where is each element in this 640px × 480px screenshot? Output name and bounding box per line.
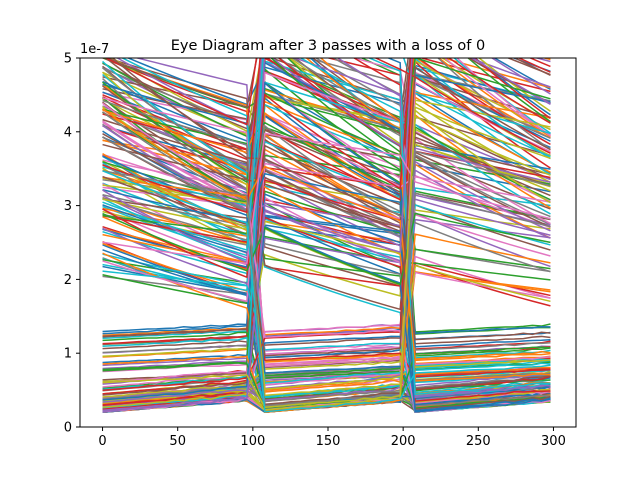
- chart-title: Eye Diagram after 3 passes with a loss o…: [171, 38, 485, 54]
- y-tick-label: 5: [64, 52, 72, 67]
- y-offset-label: 1e-7: [80, 42, 109, 57]
- trace-line: [102, 192, 551, 403]
- trace-line: [102, 58, 551, 351]
- trace-line: [102, 169, 551, 390]
- trace-line: [102, 124, 551, 254]
- trace-line: [102, 152, 551, 363]
- trace-line: [102, 107, 551, 360]
- y-tick-label: 3: [64, 199, 72, 214]
- trace-line: [104, 58, 551, 402]
- trace-line: [102, 58, 551, 399]
- trace-line: [102, 58, 551, 396]
- trace-line: [102, 58, 551, 406]
- trace-line: [102, 71, 551, 303]
- trace-line: [102, 143, 551, 345]
- trace-line: [102, 58, 551, 381]
- trace-line: [102, 58, 551, 382]
- trace-line: [102, 64, 551, 235]
- trace-line: [102, 115, 551, 398]
- y-tick-label: 0: [64, 421, 72, 436]
- trace-line: [102, 154, 551, 305]
- trace-line: [102, 58, 551, 386]
- trace-line: [102, 58, 551, 409]
- trace-line: [111, 58, 551, 341]
- trace-line: [120, 58, 551, 385]
- trace-line: [102, 91, 551, 371]
- trace-line: [102, 170, 551, 413]
- trace-line: [102, 150, 551, 407]
- x-tick-label: 250: [466, 434, 491, 449]
- y-tick-label: 2: [64, 273, 72, 288]
- x-axis: 0 50 100 150 200 250 300: [98, 427, 566, 449]
- y-axis: 0 1 2 3 4 5: [64, 52, 80, 436]
- x-tick-label: 200: [391, 434, 416, 449]
- trace-line: [102, 67, 551, 392]
- trace-line: [102, 58, 551, 368]
- trace-line: [102, 198, 551, 397]
- trace-line: [102, 58, 551, 235]
- y-tick-label: 1: [64, 347, 72, 362]
- x-tick-label: 100: [240, 434, 265, 449]
- x-tick-label: 50: [169, 434, 186, 449]
- trace-line: [102, 97, 551, 368]
- trace-line: [102, 92, 551, 352]
- trace-line: [102, 125, 551, 350]
- trace-line: [102, 144, 551, 410]
- x-tick-label: 150: [316, 434, 341, 449]
- x-tick-label: 300: [541, 434, 566, 449]
- trace-line: [102, 198, 551, 385]
- x-tick-label: 0: [98, 434, 106, 449]
- trace-line: [102, 65, 551, 357]
- trace-line: [102, 58, 551, 221]
- trace-line: [102, 58, 551, 279]
- trace-group: [102, 58, 551, 414]
- trace-line: [102, 242, 551, 408]
- trace-line: [102, 81, 551, 287]
- trace-line: [102, 58, 551, 214]
- trace-line: [102, 151, 551, 350]
- trace-line: [102, 58, 551, 167]
- trace-line: [102, 225, 551, 412]
- trace-line: [102, 124, 551, 273]
- y-tick-label: 4: [64, 125, 72, 140]
- trace-line: [102, 212, 551, 286]
- trace-line: [102, 184, 551, 390]
- trace-line: [102, 58, 551, 212]
- trace-line: [102, 106, 551, 409]
- trace-line: [102, 132, 551, 265]
- trace-line: [102, 100, 551, 376]
- trace-line: [102, 108, 551, 411]
- trace-line: [102, 58, 551, 413]
